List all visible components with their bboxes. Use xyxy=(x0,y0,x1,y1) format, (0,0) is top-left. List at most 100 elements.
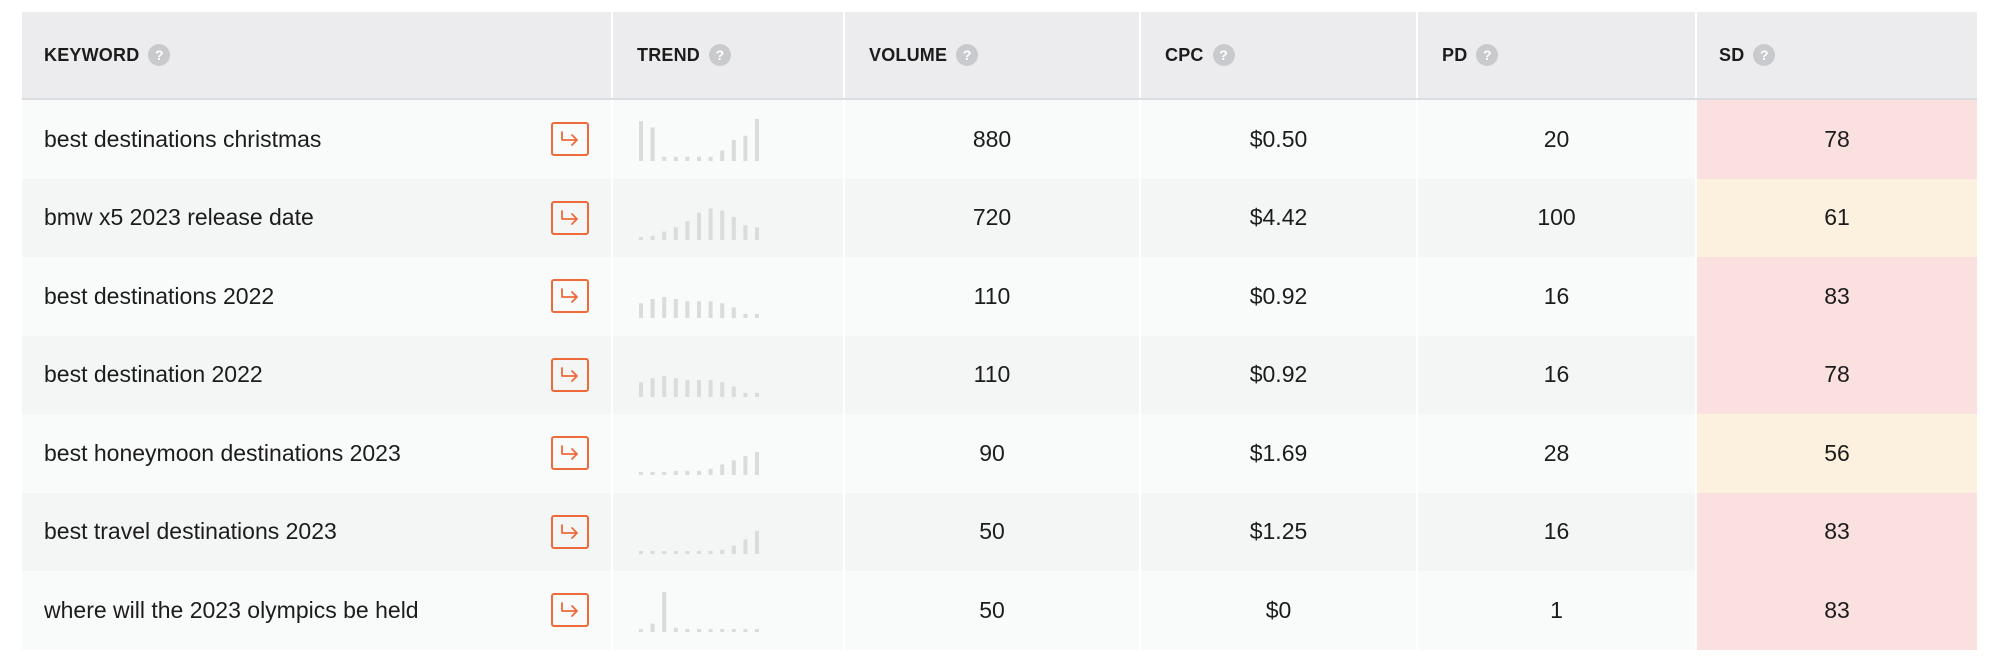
sd-cell: 61 xyxy=(1697,178,1977,257)
table-header: KEYWORD ? TREND ? VOLUME ? CPC ? PD ? SD… xyxy=(22,12,1977,100)
trend-bar xyxy=(720,464,725,476)
trend-bar xyxy=(731,140,736,162)
trend-bar xyxy=(650,550,655,554)
keyword-goto-icon[interactable] xyxy=(551,514,589,549)
trend-bar xyxy=(685,157,690,162)
table-row[interactable]: best honeymoon destinations 2023 90 $1.6… xyxy=(22,414,1977,493)
table-row[interactable]: where will the 2023 olympics be held 50 … xyxy=(22,571,1977,650)
help-icon[interactable]: ? xyxy=(148,44,171,66)
pd-cell: 100 xyxy=(1418,178,1697,257)
header-trend-label: TREND xyxy=(637,44,700,65)
trend-bar xyxy=(743,136,748,162)
sd-cell: 83 xyxy=(1697,492,1977,571)
trend-bar xyxy=(731,386,736,397)
trend-bar xyxy=(743,314,748,319)
cpc-cell: $1.25 xyxy=(1141,492,1418,571)
keyword-goto-icon[interactable] xyxy=(551,357,589,392)
keyword-text[interactable]: where will the 2023 olympics be held xyxy=(44,596,419,623)
trend-bar xyxy=(650,299,655,319)
trend-bar xyxy=(755,452,759,476)
table-row[interactable]: best travel destinations 2023 50 $1.25 1… xyxy=(22,492,1977,571)
trend-bar xyxy=(708,157,713,162)
trend-bar xyxy=(650,235,655,240)
keyword-text[interactable]: best travel destinations 2023 xyxy=(44,518,337,545)
help-icon[interactable]: ? xyxy=(1212,44,1235,66)
trend-bar xyxy=(697,629,701,633)
trend-bar xyxy=(708,550,713,554)
trend-bar xyxy=(650,127,655,162)
trend-bar xyxy=(673,227,678,240)
keyword-goto-icon[interactable] xyxy=(551,436,589,471)
trend-cell xyxy=(613,414,845,493)
trend-sparkline xyxy=(639,297,759,319)
header-trend[interactable]: TREND ? xyxy=(613,12,845,98)
trend-bar xyxy=(708,301,713,319)
trend-sparkline xyxy=(639,452,759,476)
trend-bar xyxy=(673,471,678,476)
trend-bar xyxy=(720,629,725,633)
trend-bar xyxy=(650,472,655,476)
trend-bar xyxy=(755,629,759,633)
keyword-text[interactable]: best destinations christmas xyxy=(44,125,322,152)
table-row[interactable]: best destinations christmas 880 $0.50 20… xyxy=(22,100,1977,179)
help-icon[interactable]: ? xyxy=(1753,44,1776,66)
header-keyword-label: KEYWORD xyxy=(44,44,140,65)
help-icon[interactable]: ? xyxy=(956,44,979,66)
sd-cell: 83 xyxy=(1697,571,1977,650)
header-volume-label: VOLUME xyxy=(869,44,948,65)
trend-bar xyxy=(685,220,690,240)
trend-bar xyxy=(650,377,655,397)
volume-cell: 50 xyxy=(845,492,1141,571)
header-keyword[interactable]: KEYWORD ? xyxy=(22,12,613,98)
trend-cell xyxy=(613,257,845,336)
keyword-goto-icon[interactable] xyxy=(551,593,589,628)
keyword-text[interactable]: best honeymoon destinations 2023 xyxy=(44,439,401,466)
keyword-goto-icon[interactable] xyxy=(551,122,589,157)
trend-bar xyxy=(708,379,713,397)
volume-cell: 110 xyxy=(845,257,1141,336)
trend-bar xyxy=(639,121,643,162)
trend-bar xyxy=(662,157,667,162)
trend-bar xyxy=(662,472,667,476)
keyword-goto-icon[interactable] xyxy=(551,279,589,314)
volume-cell: 110 xyxy=(845,335,1141,414)
pd-cell: 1 xyxy=(1418,571,1697,650)
trend-bar xyxy=(650,623,655,633)
sd-cell: 83 xyxy=(1697,257,1977,336)
help-icon[interactable]: ? xyxy=(709,44,731,66)
trend-bar xyxy=(639,629,643,633)
trend-bar xyxy=(731,216,736,240)
table-row[interactable]: best destinations 2022 110 $0.92 16 83 xyxy=(22,257,1977,336)
trend-bar xyxy=(731,629,736,633)
header-pd[interactable]: PD ? xyxy=(1418,12,1697,98)
trend-bar xyxy=(685,471,690,476)
trend-bar xyxy=(720,303,725,319)
table-row[interactable]: bmw x5 2023 release date 720 $4.42 100 6… xyxy=(22,178,1977,257)
header-cpc[interactable]: CPC ? xyxy=(1141,12,1418,98)
header-sd[interactable]: SD ? xyxy=(1697,12,1977,98)
table-row[interactable]: best destination 2022 110 $0.92 16 78 xyxy=(22,335,1977,414)
help-icon[interactable]: ? xyxy=(1476,44,1499,66)
pd-cell: 16 xyxy=(1418,492,1697,571)
trend-bar xyxy=(743,392,748,397)
volume-cell: 50 xyxy=(845,571,1141,650)
keyword-cell: bmw x5 2023 release date xyxy=(22,178,613,257)
cpc-cell: $1.69 xyxy=(1141,414,1418,493)
keyword-text[interactable]: bmw x5 2023 release date xyxy=(44,204,314,231)
pd-cell: 28 xyxy=(1418,414,1697,493)
trend-sparkline xyxy=(639,119,759,162)
trend-sparkline xyxy=(639,375,759,397)
header-volume[interactable]: VOLUME ? xyxy=(845,12,1141,98)
keyword-text[interactable]: best destinations 2022 xyxy=(44,282,275,309)
trend-cell xyxy=(613,100,845,179)
trend-bar xyxy=(708,468,713,476)
keyword-cell: where will the 2023 olympics be held xyxy=(22,571,613,650)
keyword-goto-icon[interactable] xyxy=(551,200,589,235)
trend-bar xyxy=(639,382,643,397)
volume-cell: 90 xyxy=(845,414,1141,493)
trend-bar xyxy=(755,314,759,319)
trend-bar xyxy=(720,382,725,397)
keyword-text[interactable]: best destination 2022 xyxy=(44,361,263,388)
trend-bar xyxy=(743,539,748,554)
trend-bar xyxy=(639,236,643,240)
